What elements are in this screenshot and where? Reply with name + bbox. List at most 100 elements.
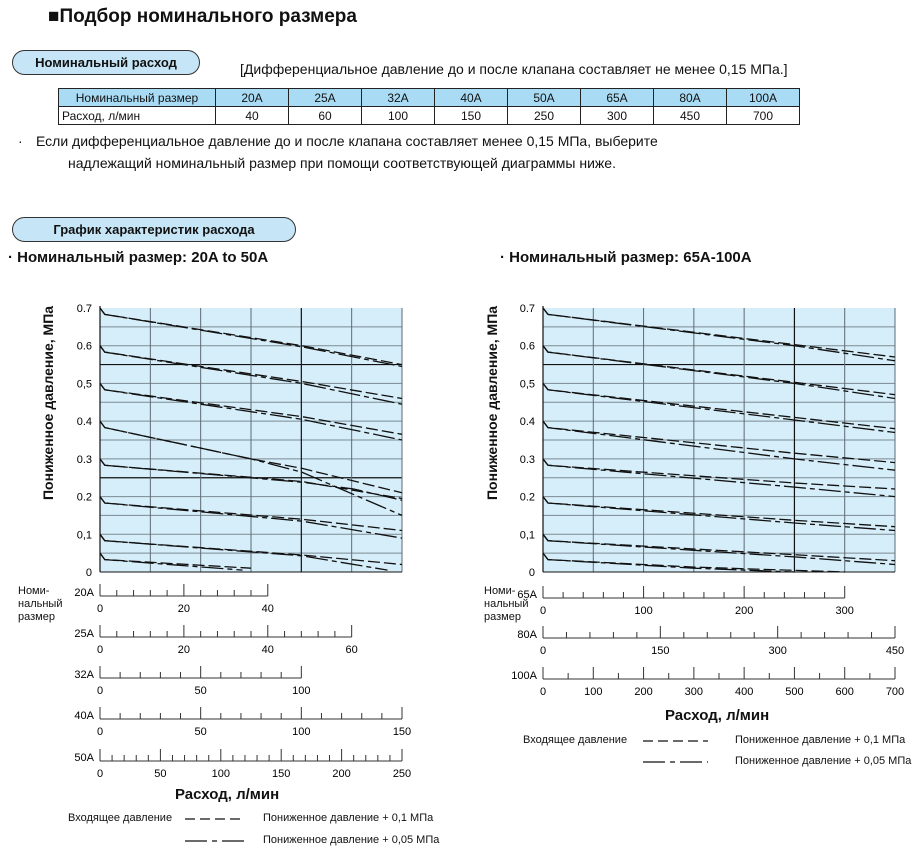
right-legend-inlet: Входящее давление	[523, 734, 628, 746]
scale-tick-label: 40	[262, 603, 274, 615]
series-line-0.7-+0.05	[99, 307, 403, 368]
remark-line-1: Если дифференциальное давление до и посл…	[36, 133, 658, 149]
table-cell: Расход, л/мин	[58, 106, 216, 125]
series-line-0.2-+0.05	[542, 496, 896, 532]
scale-tick-label: 0	[97, 685, 103, 697]
scale-label-50A: 50A	[74, 752, 94, 764]
series-line-0.3-+0.05	[99, 458, 403, 501]
left-legend-005: Пониженное давление + 0,05 МПа	[263, 834, 440, 846]
y-tick-label: 0	[529, 567, 535, 579]
series-line-0.6-+0.05	[542, 345, 896, 400]
table-cell: Номинальный размер	[58, 88, 216, 107]
right-legend-005: Пониженное давление + 0,05 МПа	[735, 755, 912, 767]
y-tick-label: 0.3	[520, 454, 535, 466]
scale-tick-label: 150	[272, 768, 290, 780]
scale-label-40A: 40A	[74, 710, 94, 722]
y-tick-label: 0.7	[520, 303, 535, 315]
left-size-label: Номи- нальный размер	[18, 585, 63, 623]
scale-tick-label: 200	[634, 686, 652, 698]
series-line-0.4-+0.05	[542, 420, 896, 471]
table-cell: 50A	[507, 88, 581, 107]
series-line-0.7-+0.05	[542, 307, 896, 362]
scale-tick-label: 700	[886, 686, 904, 698]
pressure-note: [Дифференциальное давление до и после кл…	[240, 61, 788, 77]
series-line-0.1-+0.05	[542, 533, 896, 566]
y-tick-label: 0,1	[77, 529, 92, 541]
scale-label-32A: 32A	[74, 669, 94, 681]
table-cell: 40	[215, 106, 289, 125]
scale-tick-label: 0	[97, 644, 103, 656]
left-x-axis-title: Расход, л/мин	[175, 786, 280, 803]
scale-tick-label: 20	[178, 603, 190, 615]
scale-tick-label: 300	[836, 605, 854, 617]
y-tick-label: 0,5	[77, 378, 92, 390]
scale-tick-label: 500	[785, 686, 803, 698]
scale-tick-label: 50	[195, 726, 207, 738]
table-cell: 250	[507, 106, 581, 125]
table-header-row: Номинальный размер 20A 25A 32A 40A 50A 6…	[58, 88, 800, 107]
series-line-0.3-+0.05	[542, 458, 896, 498]
y-tick-label: 0.4	[520, 416, 535, 428]
nominal-flow-pill: Номинальный расход	[12, 50, 200, 75]
scale-label-65A: 65A	[517, 589, 537, 601]
scale-tick-label: 100	[212, 768, 230, 780]
scale-tick-label: 40	[262, 644, 274, 656]
table-cell: 450	[653, 106, 727, 125]
table-cell: 40A	[434, 88, 508, 107]
scale-tick-label: 50	[154, 768, 166, 780]
series-line-0.6-+0.05	[99, 345, 403, 405]
scale-tick-label: 60	[346, 644, 358, 656]
series-line-0.5-+0.05	[542, 382, 896, 434]
y-tick-label: 0.2	[77, 492, 92, 504]
table-cell: 100A	[726, 88, 800, 107]
right-chart-subtitle: · Номинальный размер: 65A-100A	[500, 249, 752, 266]
remark-line-2: надлежащий номинальный размер при помощи…	[68, 155, 616, 171]
scale-tick-label: 100	[584, 686, 602, 698]
scale-tick-label: 0	[97, 768, 103, 780]
table-cell: 150	[434, 106, 508, 125]
scale-tick-label: 300	[768, 645, 786, 657]
scale-tick-label: 250	[393, 768, 411, 780]
scale-label-80A: 80A	[517, 629, 537, 641]
table-row: Расход, л/мин 40 60 100 150 250 300 450 …	[58, 106, 800, 125]
y-tick-label: 0.4	[77, 416, 92, 428]
y-tick-label: 0.3	[77, 454, 92, 466]
y-tick-label: 0.6	[77, 341, 92, 353]
scale-tick-label: 20	[178, 644, 190, 656]
bullet: ·	[18, 133, 23, 149]
table-cell: 60	[288, 106, 362, 125]
scale-label-20A: 20A	[74, 587, 94, 599]
series-line-0.2-+0.05	[99, 496, 403, 539]
scale-tick-label: 50	[195, 685, 207, 697]
scale-tick-label: 0	[540, 645, 546, 657]
scale-tick-label: 0	[97, 603, 103, 615]
series-line-0.1-+0.05	[99, 533, 388, 571]
scale-tick-label: 0	[540, 605, 546, 617]
page-title: ■Подбор номинального размера	[48, 6, 357, 27]
left-chart-subtitle: · Номинальный размер: 20A to 50A	[8, 249, 269, 266]
scale-tick-label: 200	[332, 768, 350, 780]
series-line-0.05-+0.05	[542, 552, 795, 573]
scale-tick-label: 400	[735, 686, 753, 698]
scale-tick-label: 100	[292, 726, 310, 738]
scale-tick-label: 200	[735, 605, 753, 617]
right-size-label: Номи- нальный размер	[484, 585, 529, 623]
scale-tick-label: 300	[685, 686, 703, 698]
table-cell: 65A	[580, 88, 654, 107]
table-cell: 100	[361, 106, 435, 125]
scale-tick-label: 100	[634, 605, 652, 617]
table-cell: 700	[726, 106, 800, 125]
scale-tick-label: 450	[886, 645, 904, 657]
left-legend-inlet: Входящее давление	[68, 812, 173, 824]
scale-tick-label: 600	[836, 686, 854, 698]
scale-label-100A: 100A	[511, 670, 537, 682]
scale-tick-label: 100	[292, 685, 310, 697]
right-legend-01: Пониженное давление + 0,1 МПа	[735, 734, 906, 746]
flow-chart-pill: График характеристик расхода	[12, 217, 296, 242]
y-tick-label: 0.7	[77, 303, 92, 315]
scale-tick-label: 0	[540, 686, 546, 698]
series-line-0.5-+0.05	[99, 383, 403, 441]
